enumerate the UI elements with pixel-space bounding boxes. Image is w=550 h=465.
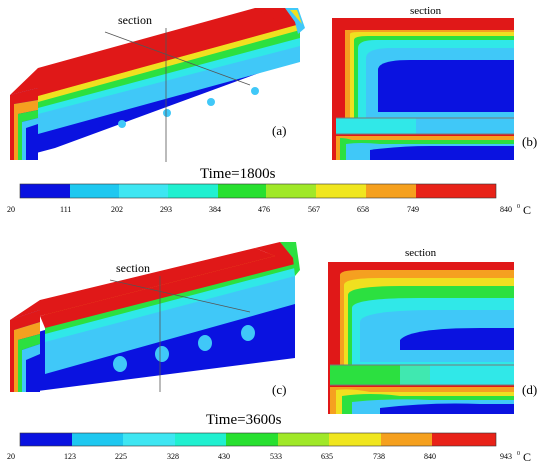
section-label-c: section [116, 261, 150, 275]
panel-label-a: (a) [272, 123, 286, 138]
tick-top-8: 749 [407, 205, 419, 214]
tick-top-3: 293 [160, 205, 172, 214]
panel-label-b: (b) [522, 134, 537, 149]
panel-b-section: section (b) [332, 5, 537, 160]
tick-bottom-8: 840 [424, 452, 436, 461]
panel-label-d: (d) [522, 382, 537, 397]
panel-c-3d-model: section (c) [10, 242, 300, 397]
tick-top-7: 658 [357, 205, 369, 214]
tick-bottom-9: 943 [500, 452, 512, 461]
section-label-b: section [410, 5, 442, 17]
tick-bottom-4: 430 [218, 452, 230, 461]
unit-sup-bottom: 0 [517, 451, 520, 457]
colorbar-bottom: 20 123 225 328 430 533 635 738 840 943 0… [7, 432, 531, 464]
tick-top-2: 202 [111, 205, 123, 214]
tick-top-1: 111 [60, 205, 71, 214]
section-label-a: section [118, 13, 152, 27]
tick-bottom-7: 738 [373, 452, 385, 461]
section-label-d: section [405, 247, 437, 259]
unit-top: C [523, 203, 531, 217]
panel-d-section: section (d) [328, 247, 537, 414]
tick-top-0: 20 [7, 205, 15, 214]
tick-bottom-2: 225 [115, 452, 127, 461]
tick-bottom-6: 635 [321, 452, 333, 461]
panel-a-3d-model: section (a) [10, 8, 305, 162]
colorbar-top: 20 111 202 293 384 476 567 658 749 840 0… [7, 183, 531, 217]
tick-bottom-0: 20 [7, 452, 15, 461]
time-label-top: Time=1800s [200, 166, 276, 182]
unit-sup-top: 0 [517, 204, 520, 210]
tick-top-4: 384 [209, 205, 221, 214]
tick-top-9: 840 [500, 205, 512, 214]
tick-bottom-1: 123 [64, 452, 76, 461]
panel-label-c: (c) [272, 382, 286, 397]
tick-bottom-5: 533 [270, 452, 282, 461]
unit-bottom: C [523, 450, 531, 464]
tick-bottom-3: 328 [167, 452, 179, 461]
time-label-bottom: Time=3600s [206, 412, 282, 428]
tick-top-6: 567 [308, 205, 320, 214]
tick-top-5: 476 [258, 205, 270, 214]
